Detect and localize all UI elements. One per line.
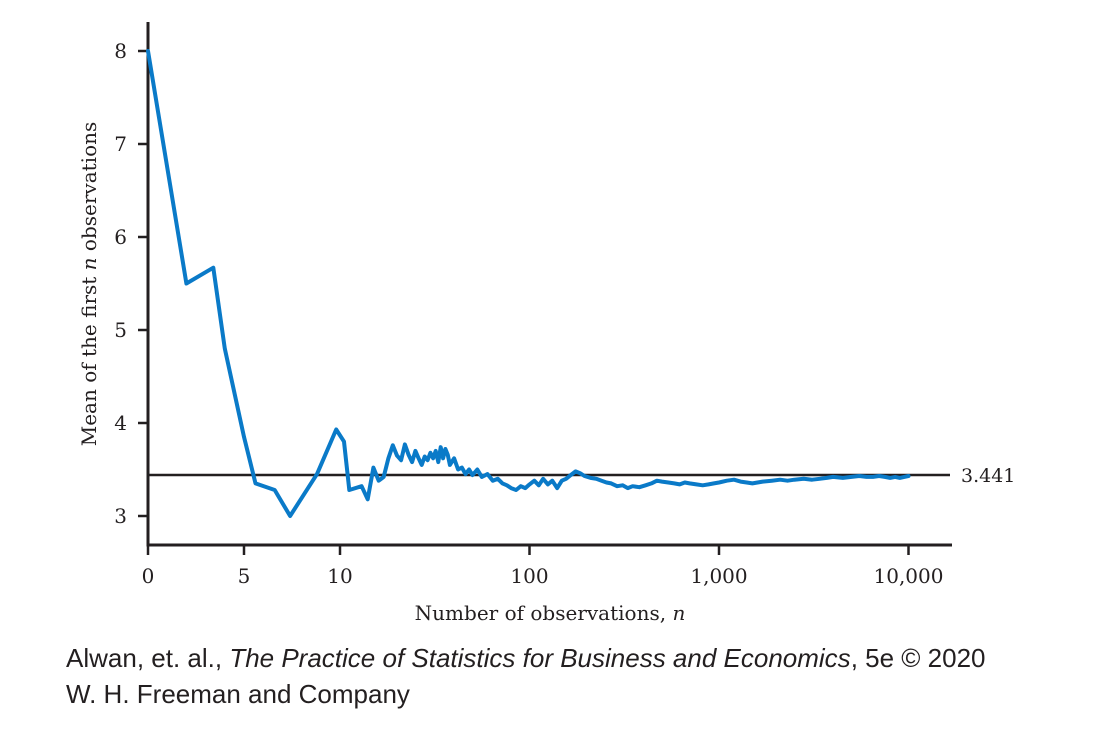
x-tick-label: 10 <box>327 564 352 588</box>
caption-edition: , 5e © 2020 <box>850 643 986 673</box>
y-ticks: 3 4 5 6 7 8 <box>114 39 148 528</box>
x-tick-label: 100 <box>510 564 548 588</box>
x-tick-label: 5 <box>238 564 251 588</box>
y-axis-label: Mean of the first n observations <box>77 122 101 447</box>
x-axis-label: Number of observations, n <box>415 601 686 625</box>
reference-line-label: 3.441 <box>961 465 1015 487</box>
series-line-running-mean <box>146 49 911 518</box>
caption-line-1: Alwan, et. al., The Practice of Statisti… <box>66 640 986 676</box>
caption-authors: Alwan, et. al., <box>66 643 223 673</box>
caption-book-title: The Practice of Statistics for Business … <box>229 643 851 673</box>
y-tick-label: 7 <box>114 132 127 156</box>
x-tick-label: 1,000 <box>690 564 747 588</box>
x-tick-label: 10,000 <box>874 564 944 588</box>
running-mean-chart: 3 4 5 6 7 8 0 5 10 100 1,000 10,000 3.441 Number o… <box>77 22 1015 625</box>
y-tick-label: 6 <box>114 225 127 249</box>
y-tick-label: 4 <box>114 411 127 435</box>
y-tick-label: 8 <box>114 39 127 63</box>
y-tick-label: 3 <box>114 504 127 528</box>
x-ticks: 0 5 10 100 1,000 10,000 <box>142 545 944 588</box>
x-tick-label: 0 <box>142 564 155 588</box>
figure-caption: Alwan, et. al., The Practice of Statisti… <box>66 640 986 712</box>
caption-line-2: W. H. Freeman and Company <box>66 679 410 709</box>
y-tick-label: 5 <box>114 318 127 342</box>
